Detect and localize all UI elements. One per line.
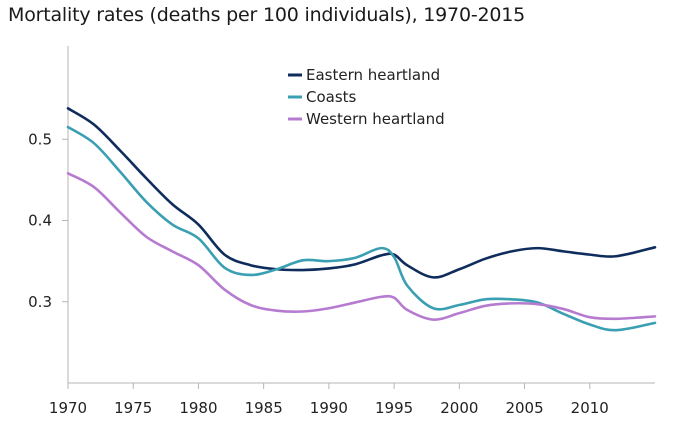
legend-label-coasts: Coasts — [306, 88, 357, 106]
series-line-eastern-heartland — [66, 107, 657, 279]
chart-title: Mortality rates (deaths per 100 individu… — [8, 4, 526, 26]
legend-label-western-heartland: Western heartland — [306, 110, 445, 128]
x-tick-label: 2000 — [440, 399, 478, 417]
axes — [67, 46, 655, 384]
x-tick-label: 1985 — [245, 399, 283, 417]
x-tick-label: 1980 — [179, 399, 217, 417]
y-tick-label: 0.4 — [28, 212, 52, 230]
legend-label-eastern-heartland: Eastern heartland — [306, 66, 440, 84]
series-lines — [66, 107, 657, 332]
ticks: 1970 1975 1980 1985 1990 1995 2000 2005 2010 0.3 0… — [28, 130, 609, 417]
series-line-western-heartland — [66, 172, 657, 321]
x-tick-label: 1995 — [375, 399, 413, 417]
y-tick-label: 0.3 — [28, 293, 52, 311]
legend: Eastern heartland Coasts Western heartland — [288, 66, 445, 128]
x-tick-label: 1975 — [114, 399, 152, 417]
x-tick-label: 2010 — [571, 399, 609, 417]
x-tick-label: 2005 — [505, 399, 543, 417]
x-tick-label: 1970 — [49, 399, 87, 417]
y-tick-label: 0.5 — [28, 130, 52, 148]
x-tick-label: 1990 — [310, 399, 348, 417]
